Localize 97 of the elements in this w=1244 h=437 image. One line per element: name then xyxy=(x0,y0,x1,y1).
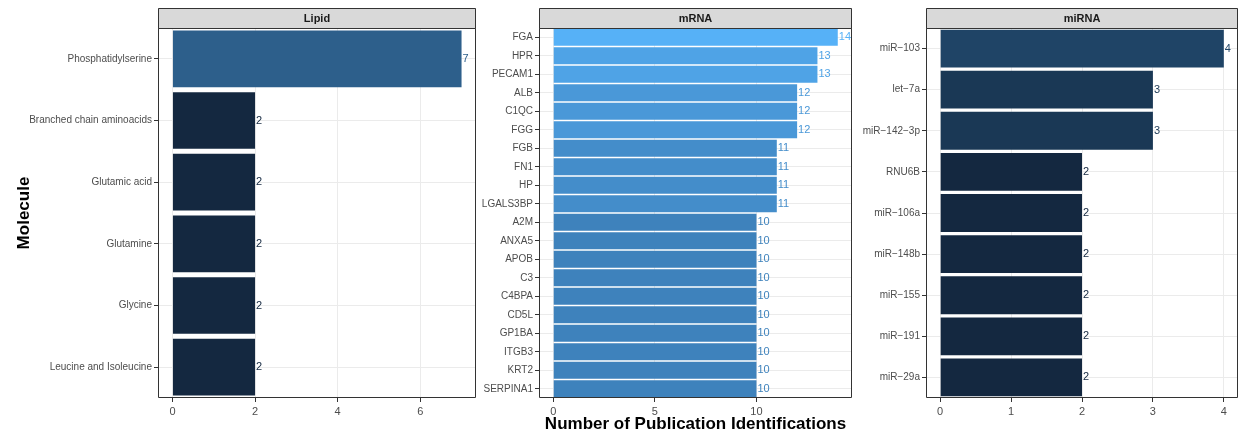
bar xyxy=(940,111,1153,150)
y-tick-label: C1QC xyxy=(505,105,533,116)
data-label: 2 xyxy=(256,236,263,249)
data-label: 4 xyxy=(1224,41,1231,54)
data-label: 2 xyxy=(256,298,263,311)
chart-title: Lipid xyxy=(303,11,331,24)
y-tick-label: FGG xyxy=(511,123,534,135)
y-tick-label: Leucine and Isoleucine xyxy=(49,360,153,372)
y-tick-label: Branched chain aminoacids xyxy=(29,114,152,126)
bar xyxy=(940,317,1082,356)
y-tick-label: RNU6B xyxy=(886,165,921,177)
y-tick-label: Glutamic acid xyxy=(91,175,152,187)
bar xyxy=(940,276,1082,315)
chart-title: mRNA xyxy=(678,11,713,24)
y-tick-label: miR−191 xyxy=(879,330,921,342)
x-tick-label: 6 xyxy=(417,404,424,417)
y-tick-label: let−7a xyxy=(892,83,921,95)
bar xyxy=(553,84,798,102)
data-label: 10 xyxy=(757,381,770,394)
x-tick-label: 2 xyxy=(251,404,259,417)
data-label: 10 xyxy=(757,326,770,339)
y-tick-label: FN1 xyxy=(514,160,534,172)
bar xyxy=(553,47,818,65)
bar xyxy=(553,65,818,83)
y-tick-label: HP xyxy=(519,179,534,190)
x-tick-label: 0 xyxy=(169,404,176,417)
y-tick-label: Glycine xyxy=(118,299,153,311)
data-label: 2 xyxy=(256,175,263,188)
y-tick-label: FGA xyxy=(512,31,534,42)
bar xyxy=(940,70,1153,109)
y-axis-title: Molecule xyxy=(13,176,33,250)
data-label: 10 xyxy=(757,252,770,265)
data-label: 12 xyxy=(798,122,811,135)
data-label: 10 xyxy=(757,215,770,228)
x-tick-label: 4 xyxy=(334,404,341,417)
data-label: 7 xyxy=(462,51,469,64)
x-tick-label: 3 xyxy=(1149,404,1156,417)
data-label: 2 xyxy=(1083,247,1090,260)
y-tick-label: C4BPA xyxy=(500,290,534,301)
bar xyxy=(940,235,1082,274)
y-tick-label: miR−155 xyxy=(879,288,921,300)
data-label: 14 xyxy=(838,30,852,43)
y-tick-label: Phosphatidylserine xyxy=(67,52,153,64)
data-label: 2 xyxy=(1083,164,1090,177)
data-label: 2 xyxy=(1083,206,1090,219)
chart-title: miRNA xyxy=(1063,11,1101,24)
y-tick-label: miR−142−3p xyxy=(862,124,921,136)
data-label: 3 xyxy=(1153,82,1161,95)
x-tick-label: 0 xyxy=(550,404,557,417)
y-tick-label: miR−148b xyxy=(874,247,921,259)
data-label: 10 xyxy=(757,270,770,283)
y-tick-label: KRT2 xyxy=(507,364,534,375)
data-label: 2 xyxy=(1083,288,1090,301)
y-tick-label: LGALS3BP xyxy=(481,197,534,209)
data-label: 3 xyxy=(1153,123,1161,136)
x-tick-label: 1 xyxy=(1008,404,1015,417)
y-tick-label: APOB xyxy=(505,253,534,264)
data-label: 12 xyxy=(798,104,811,117)
y-tick-label: miR−29a xyxy=(879,371,921,383)
y-tick-label: Glutamine xyxy=(106,237,153,249)
data-label: 10 xyxy=(757,307,770,320)
data-label: 10 xyxy=(757,344,770,357)
y-tick-label: GP1BA xyxy=(499,327,534,338)
y-tick-label: PECAM1 xyxy=(491,68,534,79)
y-tick-label: ANXA5 xyxy=(500,234,534,246)
data-label: 13 xyxy=(818,67,831,80)
y-tick-label: miR−106a xyxy=(874,206,921,218)
y-tick-label: CD5L xyxy=(507,308,534,320)
x-tick-label: 0 xyxy=(937,404,944,417)
y-tick-label: miR−103 xyxy=(879,42,921,54)
data-label: 10 xyxy=(757,289,770,302)
data-label: 11 xyxy=(777,178,790,191)
data-label: 2 xyxy=(1083,329,1090,342)
x-tick-label: 10 xyxy=(750,404,763,417)
data-label: 2 xyxy=(256,360,263,373)
data-label: 13 xyxy=(818,48,831,61)
data-label: 2 xyxy=(1083,370,1090,383)
data-label: 2 xyxy=(256,113,263,126)
bar xyxy=(940,358,1082,397)
data-label: 10 xyxy=(757,363,770,376)
x-tick-label: 2 xyxy=(1078,404,1086,417)
y-tick-label: ALB xyxy=(514,86,534,98)
y-tick-label: C3 xyxy=(520,271,534,283)
bar xyxy=(940,194,1082,232)
x-tick-label: 5 xyxy=(651,404,658,417)
data-label: 11 xyxy=(777,196,790,209)
y-tick-label: HPR xyxy=(511,49,533,61)
y-tick-label: FGB xyxy=(512,142,534,153)
bar xyxy=(940,152,1082,191)
y-tick-label: SERPINA1 xyxy=(483,382,534,394)
y-tick-label: ITGB3 xyxy=(504,345,534,357)
x-tick-label: 4 xyxy=(1220,404,1227,417)
data-label: 12 xyxy=(798,85,811,98)
y-tick-label: A2M xyxy=(512,216,533,227)
data-label: 11 xyxy=(777,141,790,154)
data-label: 11 xyxy=(777,159,790,172)
data-label: 10 xyxy=(757,233,770,246)
